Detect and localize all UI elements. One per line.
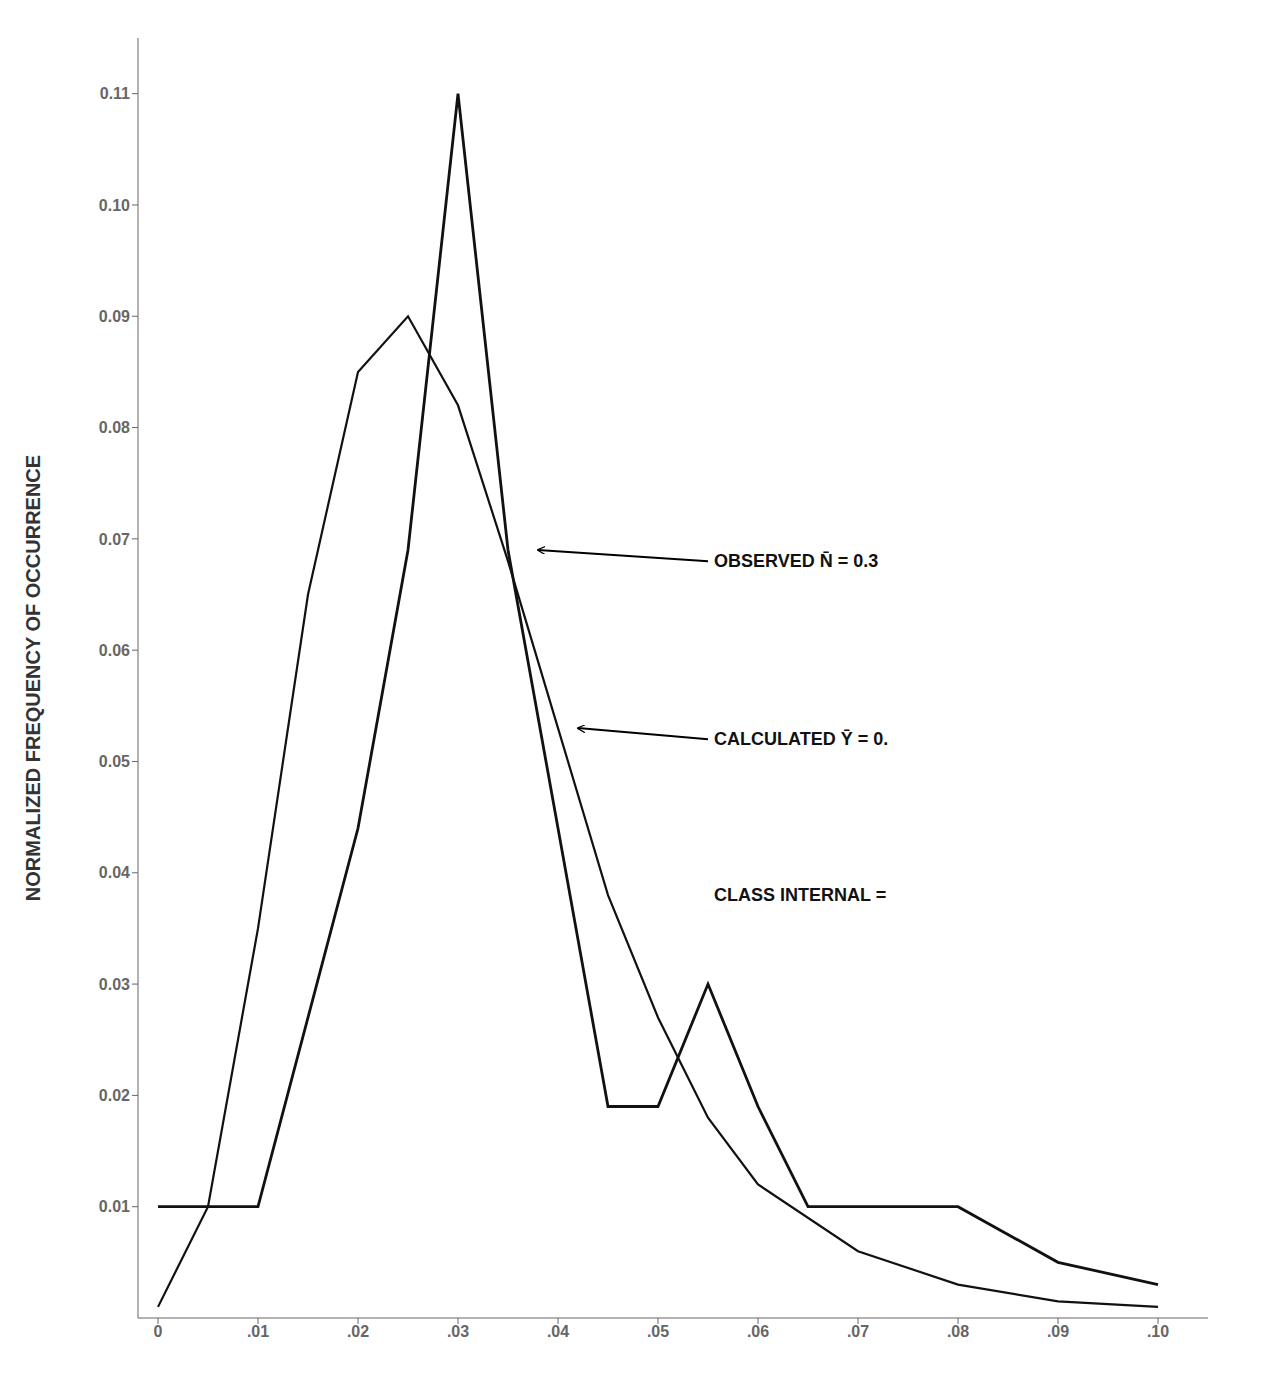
svg-text:.05: .05 bbox=[647, 1323, 669, 1340]
svg-text:0.04: 0.04 bbox=[99, 864, 130, 881]
svg-text:0.06: 0.06 bbox=[99, 642, 130, 659]
svg-text:NORMALIZED FREQUENCY OF OCCURR: NORMALIZED FREQUENCY OF OCCURRENCE bbox=[22, 455, 44, 901]
svg-text:0.02: 0.02 bbox=[99, 1087, 130, 1104]
svg-text:0.03: 0.03 bbox=[99, 976, 130, 993]
svg-text:.06: .06 bbox=[747, 1323, 769, 1340]
svg-text:.09: .09 bbox=[1047, 1323, 1069, 1340]
svg-text:0.11: 0.11 bbox=[100, 85, 130, 102]
svg-text:0.07: 0.07 bbox=[99, 531, 130, 548]
svg-text:0.09: 0.09 bbox=[99, 308, 130, 325]
svg-text:0: 0 bbox=[154, 1323, 163, 1340]
svg-text:.08: .08 bbox=[947, 1323, 969, 1340]
svg-text:0.08: 0.08 bbox=[99, 419, 130, 436]
svg-text:.02: .02 bbox=[347, 1323, 369, 1340]
svg-text:0.05: 0.05 bbox=[99, 753, 130, 770]
svg-text:OBSERVED N̄ = 0.3: OBSERVED N̄ = 0.3 bbox=[714, 551, 878, 571]
svg-text:.04: .04 bbox=[547, 1323, 569, 1340]
svg-text:0.10: 0.10 bbox=[99, 197, 130, 214]
svg-text:.03: .03 bbox=[447, 1323, 469, 1340]
svg-text:.07: .07 bbox=[847, 1323, 869, 1340]
svg-text:.01: .01 bbox=[247, 1323, 269, 1340]
svg-text:.10: .10 bbox=[1147, 1323, 1169, 1340]
svg-text:CALCULATED Ȳ = 0.: CALCULATED Ȳ = 0. bbox=[714, 729, 888, 749]
svg-text:CLASS INTERNAL =: CLASS INTERNAL = bbox=[714, 885, 886, 905]
svg-text:0.01: 0.01 bbox=[99, 1198, 130, 1215]
